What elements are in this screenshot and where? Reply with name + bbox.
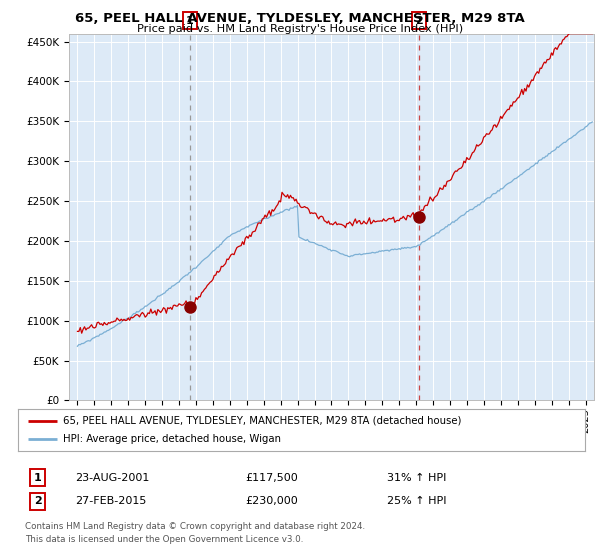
Text: This data is licensed under the Open Government Licence v3.0.: This data is licensed under the Open Gov…	[25, 535, 303, 544]
Text: 27-FEB-2015: 27-FEB-2015	[75, 496, 146, 506]
Text: £117,500: £117,500	[245, 473, 298, 483]
Text: Price paid vs. HM Land Registry's House Price Index (HPI): Price paid vs. HM Land Registry's House …	[137, 24, 463, 34]
Text: HPI: Average price, detached house, Wigan: HPI: Average price, detached house, Wiga…	[64, 434, 281, 444]
Text: 31% ↑ HPI: 31% ↑ HPI	[386, 473, 446, 483]
Text: £230,000: £230,000	[245, 496, 298, 506]
Text: 65, PEEL HALL AVENUE, TYLDESLEY, MANCHESTER, M29 8TA (detached house): 65, PEEL HALL AVENUE, TYLDESLEY, MANCHES…	[64, 416, 462, 426]
Text: 23-AUG-2001: 23-AUG-2001	[75, 473, 149, 483]
Text: 25% ↑ HPI: 25% ↑ HPI	[386, 496, 446, 506]
Text: Contains HM Land Registry data © Crown copyright and database right 2024.: Contains HM Land Registry data © Crown c…	[25, 522, 365, 531]
Text: 65, PEEL HALL AVENUE, TYLDESLEY, MANCHESTER, M29 8TA: 65, PEEL HALL AVENUE, TYLDESLEY, MANCHES…	[75, 12, 525, 25]
Text: 2: 2	[34, 496, 42, 506]
Text: 1: 1	[34, 473, 42, 483]
Text: 2: 2	[415, 16, 423, 26]
Text: 1: 1	[186, 16, 194, 26]
